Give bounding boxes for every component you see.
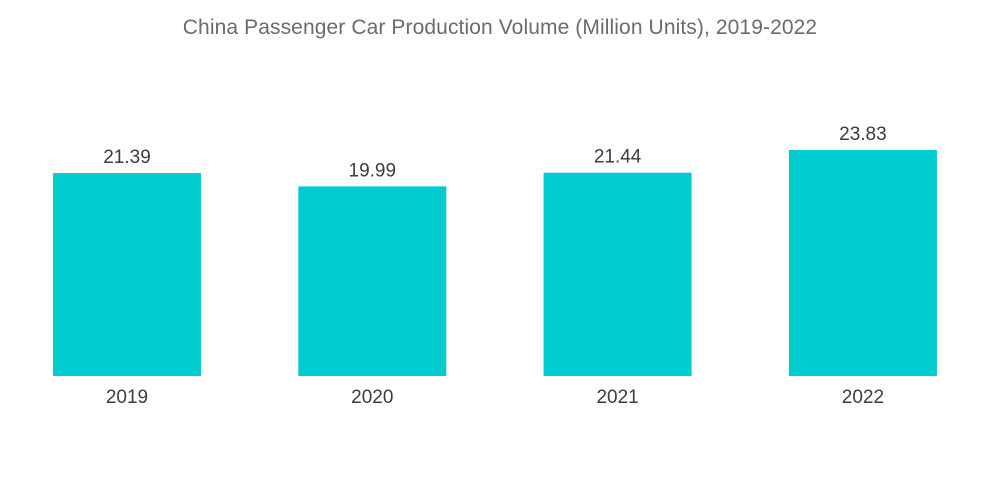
value-label-2020: 19.99 <box>349 160 397 181</box>
bar-2021 <box>543 172 692 376</box>
category-label-2019: 2019 <box>106 387 148 408</box>
category-label-2022: 2022 <box>842 387 884 408</box>
bar-2020 <box>298 186 447 376</box>
chart-title: China Passenger Car Production Volume (M… <box>182 16 818 39</box>
bar-2019 <box>53 173 201 376</box>
bar-2022 <box>788 150 937 376</box>
value-label-2021: 21.44 <box>594 147 642 168</box>
category-label-2020: 2020 <box>351 387 393 408</box>
value-label-2022: 23.83 <box>839 124 887 145</box>
category-label-2021: 2021 <box>596 387 638 408</box>
value-label-2019: 21.39 <box>103 147 151 168</box>
